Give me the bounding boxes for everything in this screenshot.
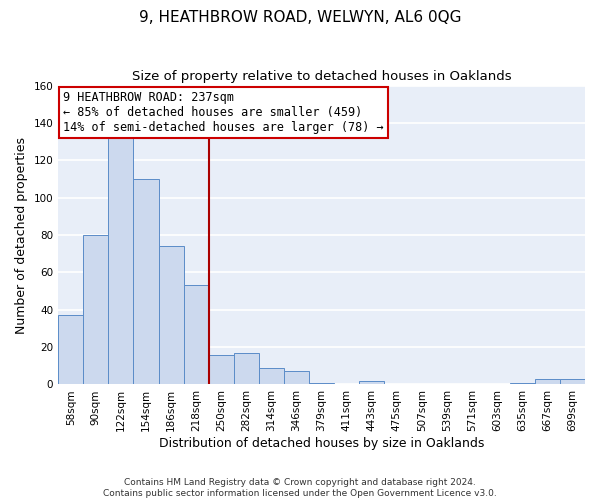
Bar [184,286,209,384]
Bar [133,179,158,384]
X-axis label: Distribution of detached houses by size in Oaklands: Distribution of detached houses by size … [159,437,484,450]
Text: 9 HEATHBROW ROAD: 237sqm
← 85% of detached houses are smaller (459)
14% of semi-: 9 HEATHBROW ROAD: 237sqm ← 85% of detach… [63,91,384,134]
Bar [109,136,133,384]
Text: 9, HEATHBROW ROAD, WELWYN, AL6 0QG: 9, HEATHBROW ROAD, WELWYN, AL6 0QG [139,10,461,25]
Bar [535,379,560,384]
Y-axis label: Number of detached properties: Number of detached properties [15,136,28,334]
Bar [510,382,535,384]
Title: Size of property relative to detached houses in Oaklands: Size of property relative to detached ho… [132,70,511,83]
Bar [284,372,309,384]
Bar [234,352,259,384]
Text: Contains HM Land Registry data © Crown copyright and database right 2024.
Contai: Contains HM Land Registry data © Crown c… [103,478,497,498]
Bar [58,316,83,384]
Bar [309,382,334,384]
Bar [359,380,385,384]
Bar [259,368,284,384]
Bar [83,235,109,384]
Bar [209,354,234,384]
Bar [158,246,184,384]
Bar [560,379,585,384]
